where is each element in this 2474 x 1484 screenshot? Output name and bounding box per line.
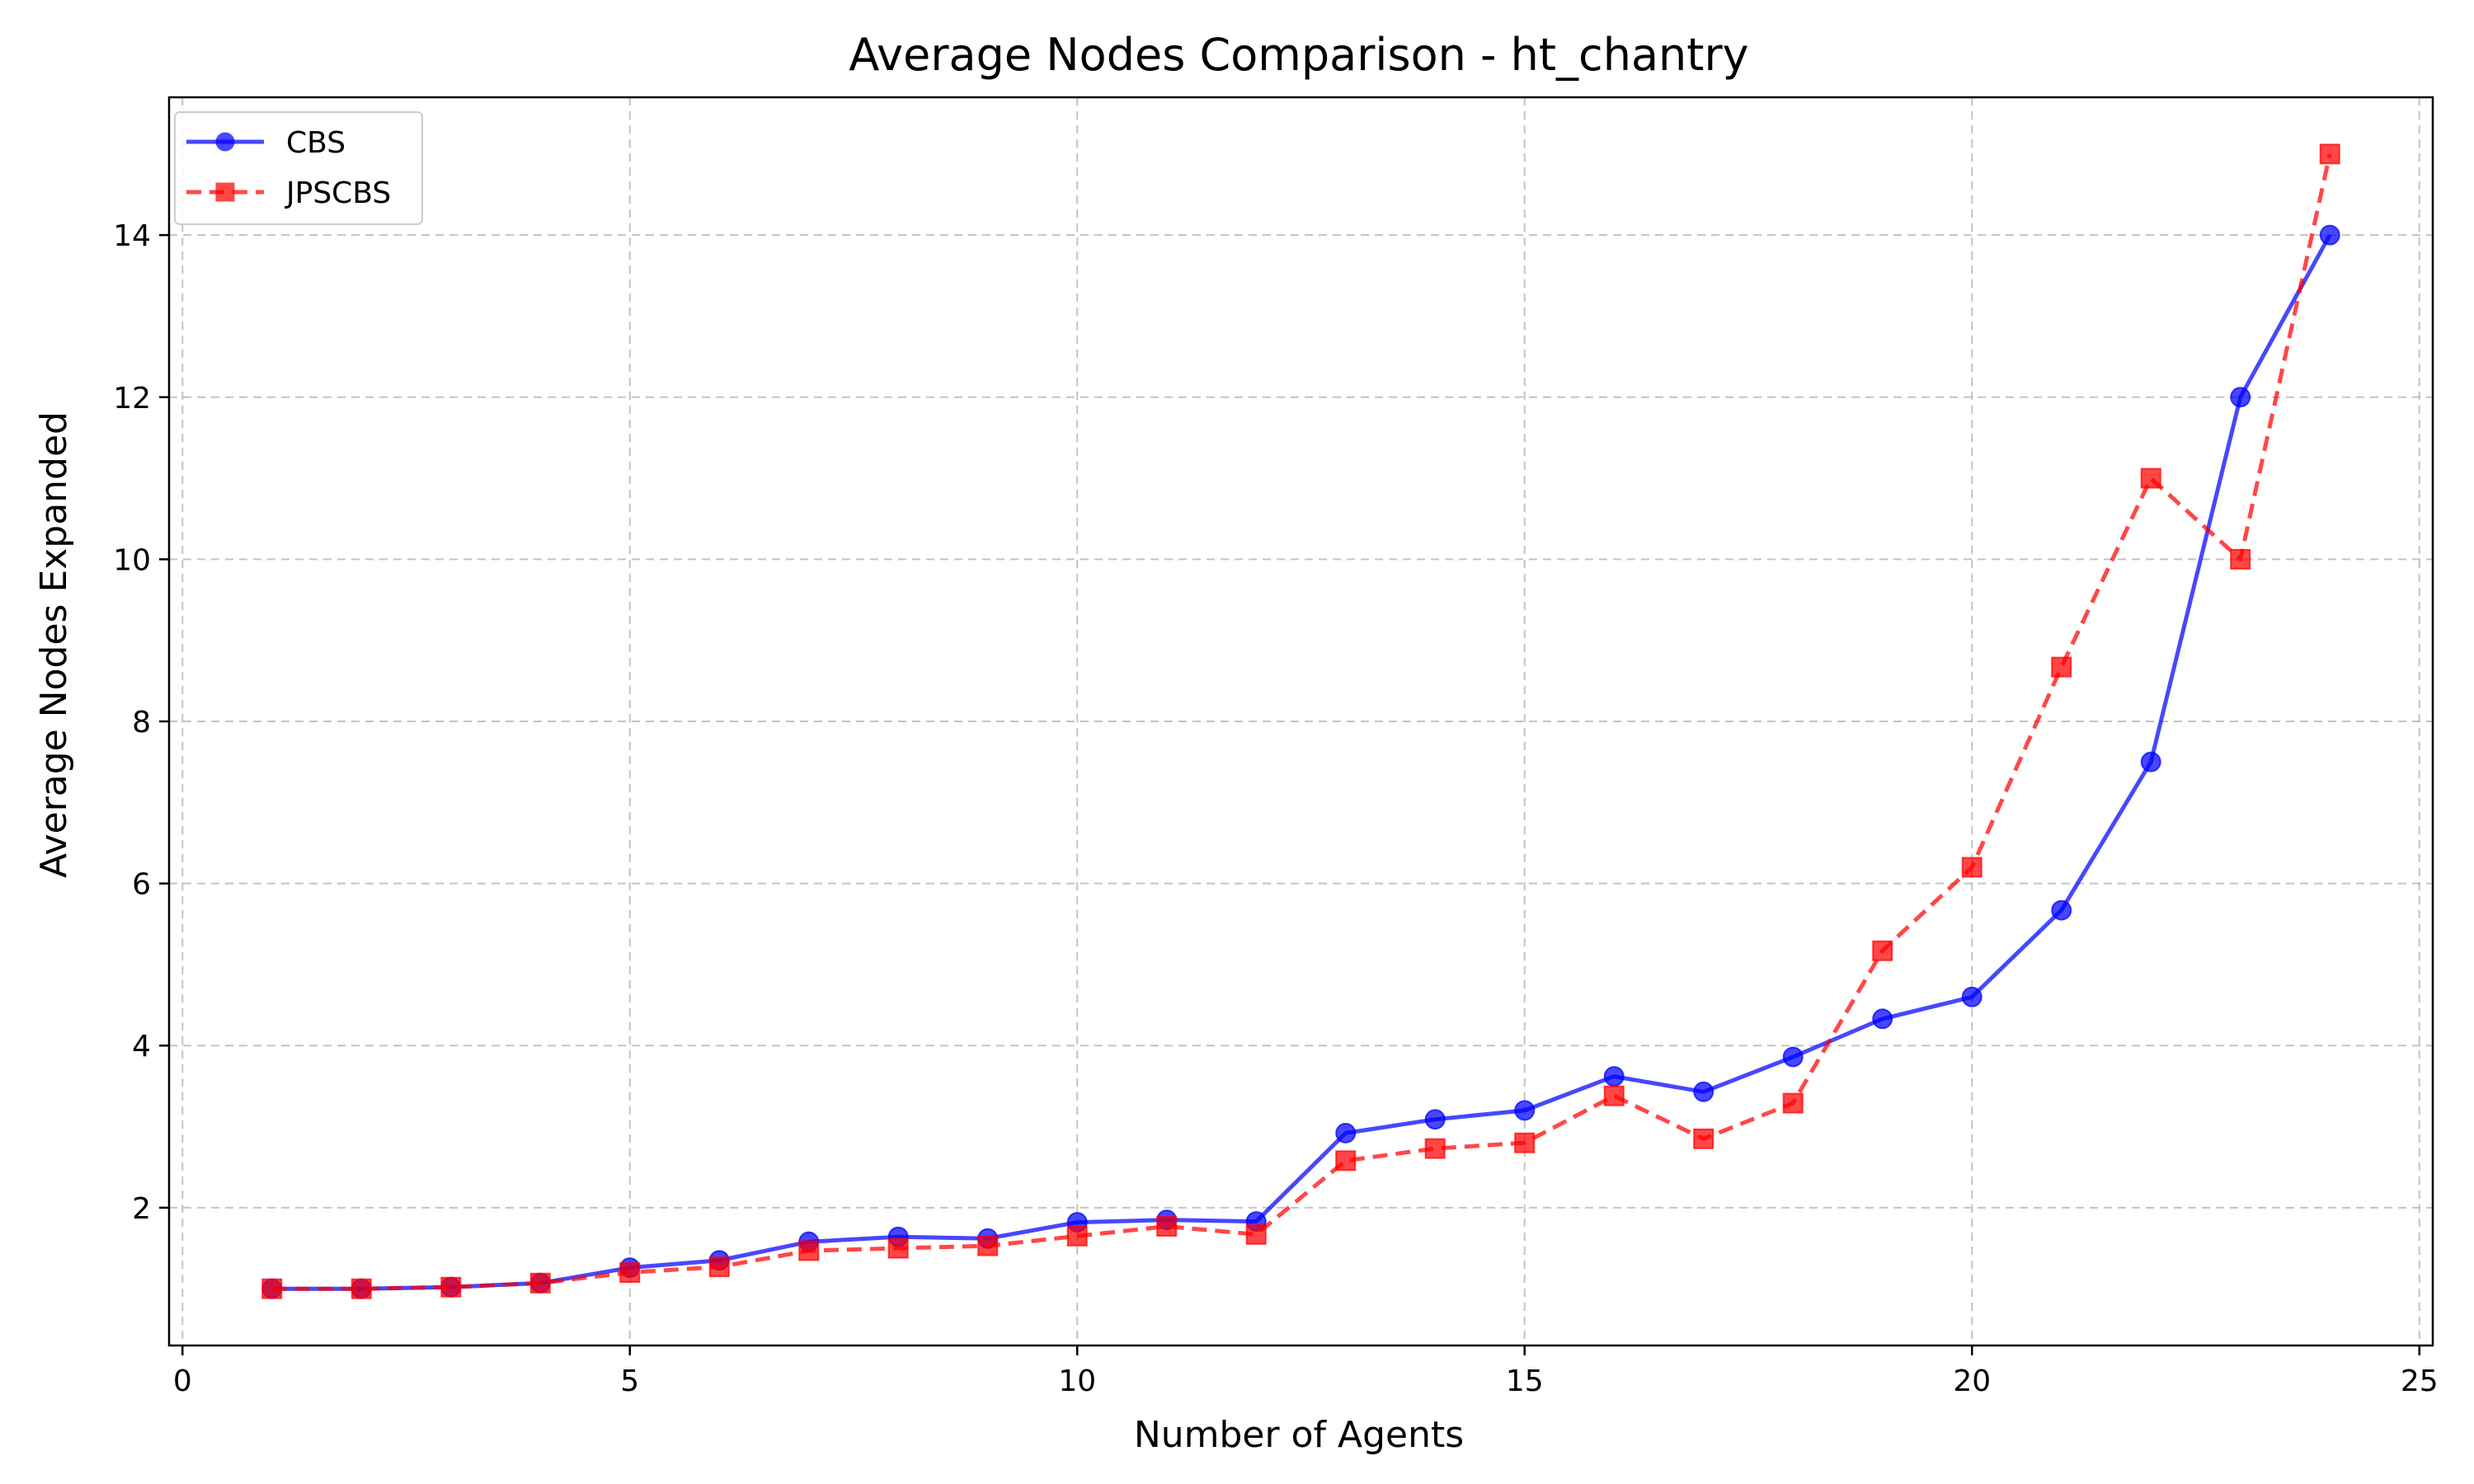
legend-marker xyxy=(215,182,235,202)
data-point xyxy=(708,1256,730,1278)
data-point xyxy=(1156,1215,1178,1237)
data-point xyxy=(2230,548,2251,570)
x-tick-label: 20 xyxy=(1953,1364,1991,1398)
y-tick-label: 14 xyxy=(113,219,151,253)
data-point xyxy=(1514,1132,1536,1153)
data-point xyxy=(1872,940,1893,961)
data-point xyxy=(1424,1109,1446,1130)
y-tick-label: 6 xyxy=(132,868,151,902)
legend: CBS JPSCBS xyxy=(174,111,423,225)
chart-title: Average Nodes Comparison - ht_chantry xyxy=(849,29,1748,81)
data-point xyxy=(1424,1138,1446,1159)
data-point xyxy=(2140,467,2161,489)
data-point xyxy=(1693,1128,1714,1149)
data-point xyxy=(1245,1223,1267,1245)
data-point xyxy=(1782,1092,1804,1114)
series-line xyxy=(271,233,2332,1291)
legend-entry-jpscbs: JPSCBS xyxy=(186,176,391,210)
data-point xyxy=(1603,1085,1625,1106)
data-point xyxy=(1066,1225,1088,1247)
data-point xyxy=(2140,751,2161,773)
series-jpscbs xyxy=(261,143,2340,1299)
y-axis-label: Average Nodes Expanded xyxy=(33,411,75,878)
data-point xyxy=(798,1240,820,1261)
data-point xyxy=(1335,1122,1357,1144)
data-point xyxy=(261,1278,283,1299)
data-point xyxy=(1514,1100,1536,1121)
data-point xyxy=(1693,1081,1714,1102)
data-point xyxy=(2319,143,2340,165)
series-layer xyxy=(261,143,2340,1299)
data-point xyxy=(619,1262,641,1284)
data-point xyxy=(2230,387,2251,408)
legend-entry-cbs: CBS xyxy=(186,126,346,160)
y-tick-label: 10 xyxy=(113,543,151,577)
legend-label: CBS xyxy=(286,126,346,160)
y-tick-label: 12 xyxy=(113,382,151,416)
data-point xyxy=(1603,1066,1625,1087)
data-point xyxy=(529,1272,551,1294)
x-tick-label: 10 xyxy=(1058,1364,1096,1398)
y-tick-label: 4 xyxy=(132,1030,151,1064)
data-point xyxy=(1335,1150,1357,1172)
x-tick-label: 5 xyxy=(620,1364,639,1398)
data-point xyxy=(1961,986,1982,1007)
y-tick-label: 2 xyxy=(132,1192,151,1226)
data-point xyxy=(1961,857,1982,878)
x-tick-label: 25 xyxy=(2401,1364,2439,1398)
y-tick-label: 8 xyxy=(132,706,151,740)
data-point xyxy=(887,1237,909,1259)
x-axis-label: Number of Agents xyxy=(1134,1414,1464,1456)
series-line xyxy=(271,153,2332,1291)
data-point xyxy=(1782,1046,1804,1068)
data-point xyxy=(2319,224,2340,246)
legend-marker xyxy=(215,132,235,152)
data-point xyxy=(2051,656,2072,678)
data-point xyxy=(2051,899,2072,921)
data-point xyxy=(440,1276,462,1298)
x-tick-label: 15 xyxy=(1506,1364,1544,1398)
legend-label: JPSCBS xyxy=(285,176,391,210)
data-point xyxy=(350,1278,372,1299)
x-tick-label: 0 xyxy=(173,1364,192,1398)
data-point xyxy=(977,1235,999,1256)
data-point xyxy=(1872,1008,1893,1030)
plot-frame xyxy=(167,96,2434,1347)
axes-layer: 0 5 10 15 20 25 2 4 6 8 10 12 14 xyxy=(113,96,2439,1398)
